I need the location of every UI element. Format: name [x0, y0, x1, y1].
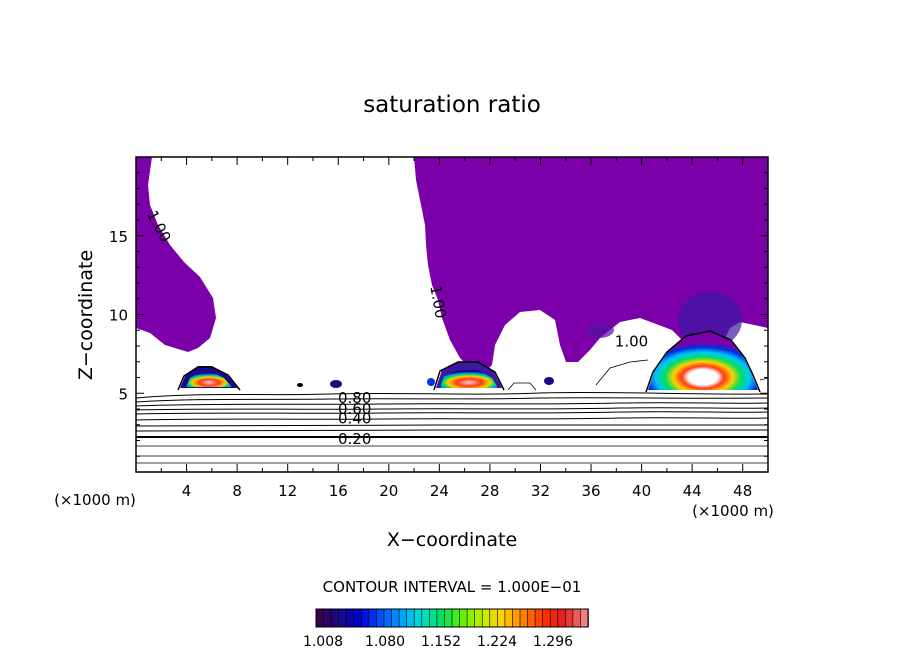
x-tick-label: 40 — [632, 482, 651, 500]
colorbar-swatch — [391, 608, 400, 628]
colorbar-swatch — [519, 608, 529, 628]
contour-label: 1.00 — [615, 332, 648, 350]
colorbar-swatch — [512, 608, 521, 628]
colorbar-swatch — [557, 608, 567, 628]
colorbar-swatch — [361, 608, 370, 628]
x-tick-label: 24 — [430, 482, 449, 500]
x-tick-label: 16 — [329, 482, 348, 500]
x-tick-label: 20 — [379, 482, 398, 500]
colorbar-swatch — [474, 608, 484, 628]
colorbar-swatch — [489, 608, 499, 628]
colorbar-swatch — [565, 608, 574, 628]
small-cloud-blob — [330, 380, 342, 388]
colorbar-swatch — [383, 608, 393, 628]
contour-label: 0.20 — [338, 430, 371, 448]
colorbar-swatch — [504, 608, 514, 628]
colorbar-swatch — [429, 608, 438, 628]
colorbar-tick-label: 1.152 — [421, 634, 461, 650]
x-unit-label-left: (×1000 m) — [54, 491, 136, 509]
cloud-cell-2 — [436, 362, 502, 388]
contour-label: 0.60 — [338, 400, 371, 418]
colorbar-swatch — [497, 608, 506, 628]
x-tick-label: 44 — [683, 482, 702, 500]
colorbar-tick-label: 1.008 — [303, 634, 343, 650]
colorbar-swatch — [481, 608, 491, 628]
colorbar-swatch — [580, 608, 589, 628]
supersaturated-region-left — [136, 157, 216, 352]
contour-label: 0.40 — [338, 409, 371, 427]
colorbar-swatch — [330, 608, 340, 628]
x-tick-label: 36 — [581, 482, 600, 500]
y-tick-label: 15 — [109, 228, 128, 246]
contour-label: 0.80 — [338, 389, 371, 407]
colorbar-tick-label: 1.224 — [477, 634, 517, 650]
x-tick-label: 12 — [278, 482, 297, 500]
colorbar-tick-label: 1.080 — [365, 634, 405, 650]
small-cloud-blob — [544, 377, 554, 385]
x-tick-label: 4 — [182, 482, 192, 500]
x-tick-label: 32 — [531, 482, 550, 500]
colorbar-swatch — [572, 608, 582, 628]
cloud-cell-1 — [180, 366, 238, 388]
colorbar-swatch — [527, 608, 536, 628]
colorbar-swatch — [376, 608, 385, 628]
y-axis-title: Z−coordinate — [75, 250, 97, 380]
colorbar-swatch — [451, 608, 461, 628]
x-unit-label-right: (×1000 m) — [692, 502, 774, 520]
colorbar-swatch — [323, 608, 332, 628]
x-tick-label: 28 — [480, 482, 499, 500]
colorbar — [315, 608, 589, 628]
colorbar-swatch — [459, 608, 468, 628]
colorbar-swatch — [436, 608, 446, 628]
colorbar-swatch — [368, 608, 378, 628]
colorbar-swatch — [549, 608, 559, 628]
colorbar-swatch — [421, 608, 431, 628]
colorbar-swatch — [345, 608, 355, 628]
colorbar-frame — [315, 608, 589, 628]
colorbar-swatch — [466, 608, 476, 628]
y-tick-label: 10 — [109, 307, 128, 325]
x-tick-label: 8 — [232, 482, 242, 500]
colorbar-swatch — [398, 608, 408, 628]
x-tick-label: 48 — [733, 482, 752, 500]
plot-field — [136, 157, 768, 464]
small-cloud-blob — [427, 378, 435, 386]
colorbar-swatch — [338, 608, 348, 628]
x-axis-title: X−coordinate — [387, 529, 517, 551]
colorbar-tick-label: 1.296 — [533, 634, 573, 650]
contour-label: 1.00 — [426, 284, 450, 320]
colorbar-swatch — [353, 608, 363, 628]
contour-interval-text: CONTOUR INTERVAL = 1.000E−01 — [323, 578, 582, 596]
chart-title: saturation ratio — [363, 92, 541, 118]
colorbar-swatch — [534, 608, 544, 628]
stratified-contours — [136, 391, 768, 464]
small-cloud-blob — [297, 383, 303, 387]
colorbar-swatch — [413, 608, 423, 628]
colorbar-swatch — [444, 608, 453, 628]
colorbar-swatch — [406, 608, 416, 628]
colorbar-swatch — [542, 608, 552, 628]
cloud-cell-3 — [648, 332, 758, 390]
colorbar-swatch — [315, 608, 325, 628]
y-tick-label: 5 — [118, 385, 128, 403]
